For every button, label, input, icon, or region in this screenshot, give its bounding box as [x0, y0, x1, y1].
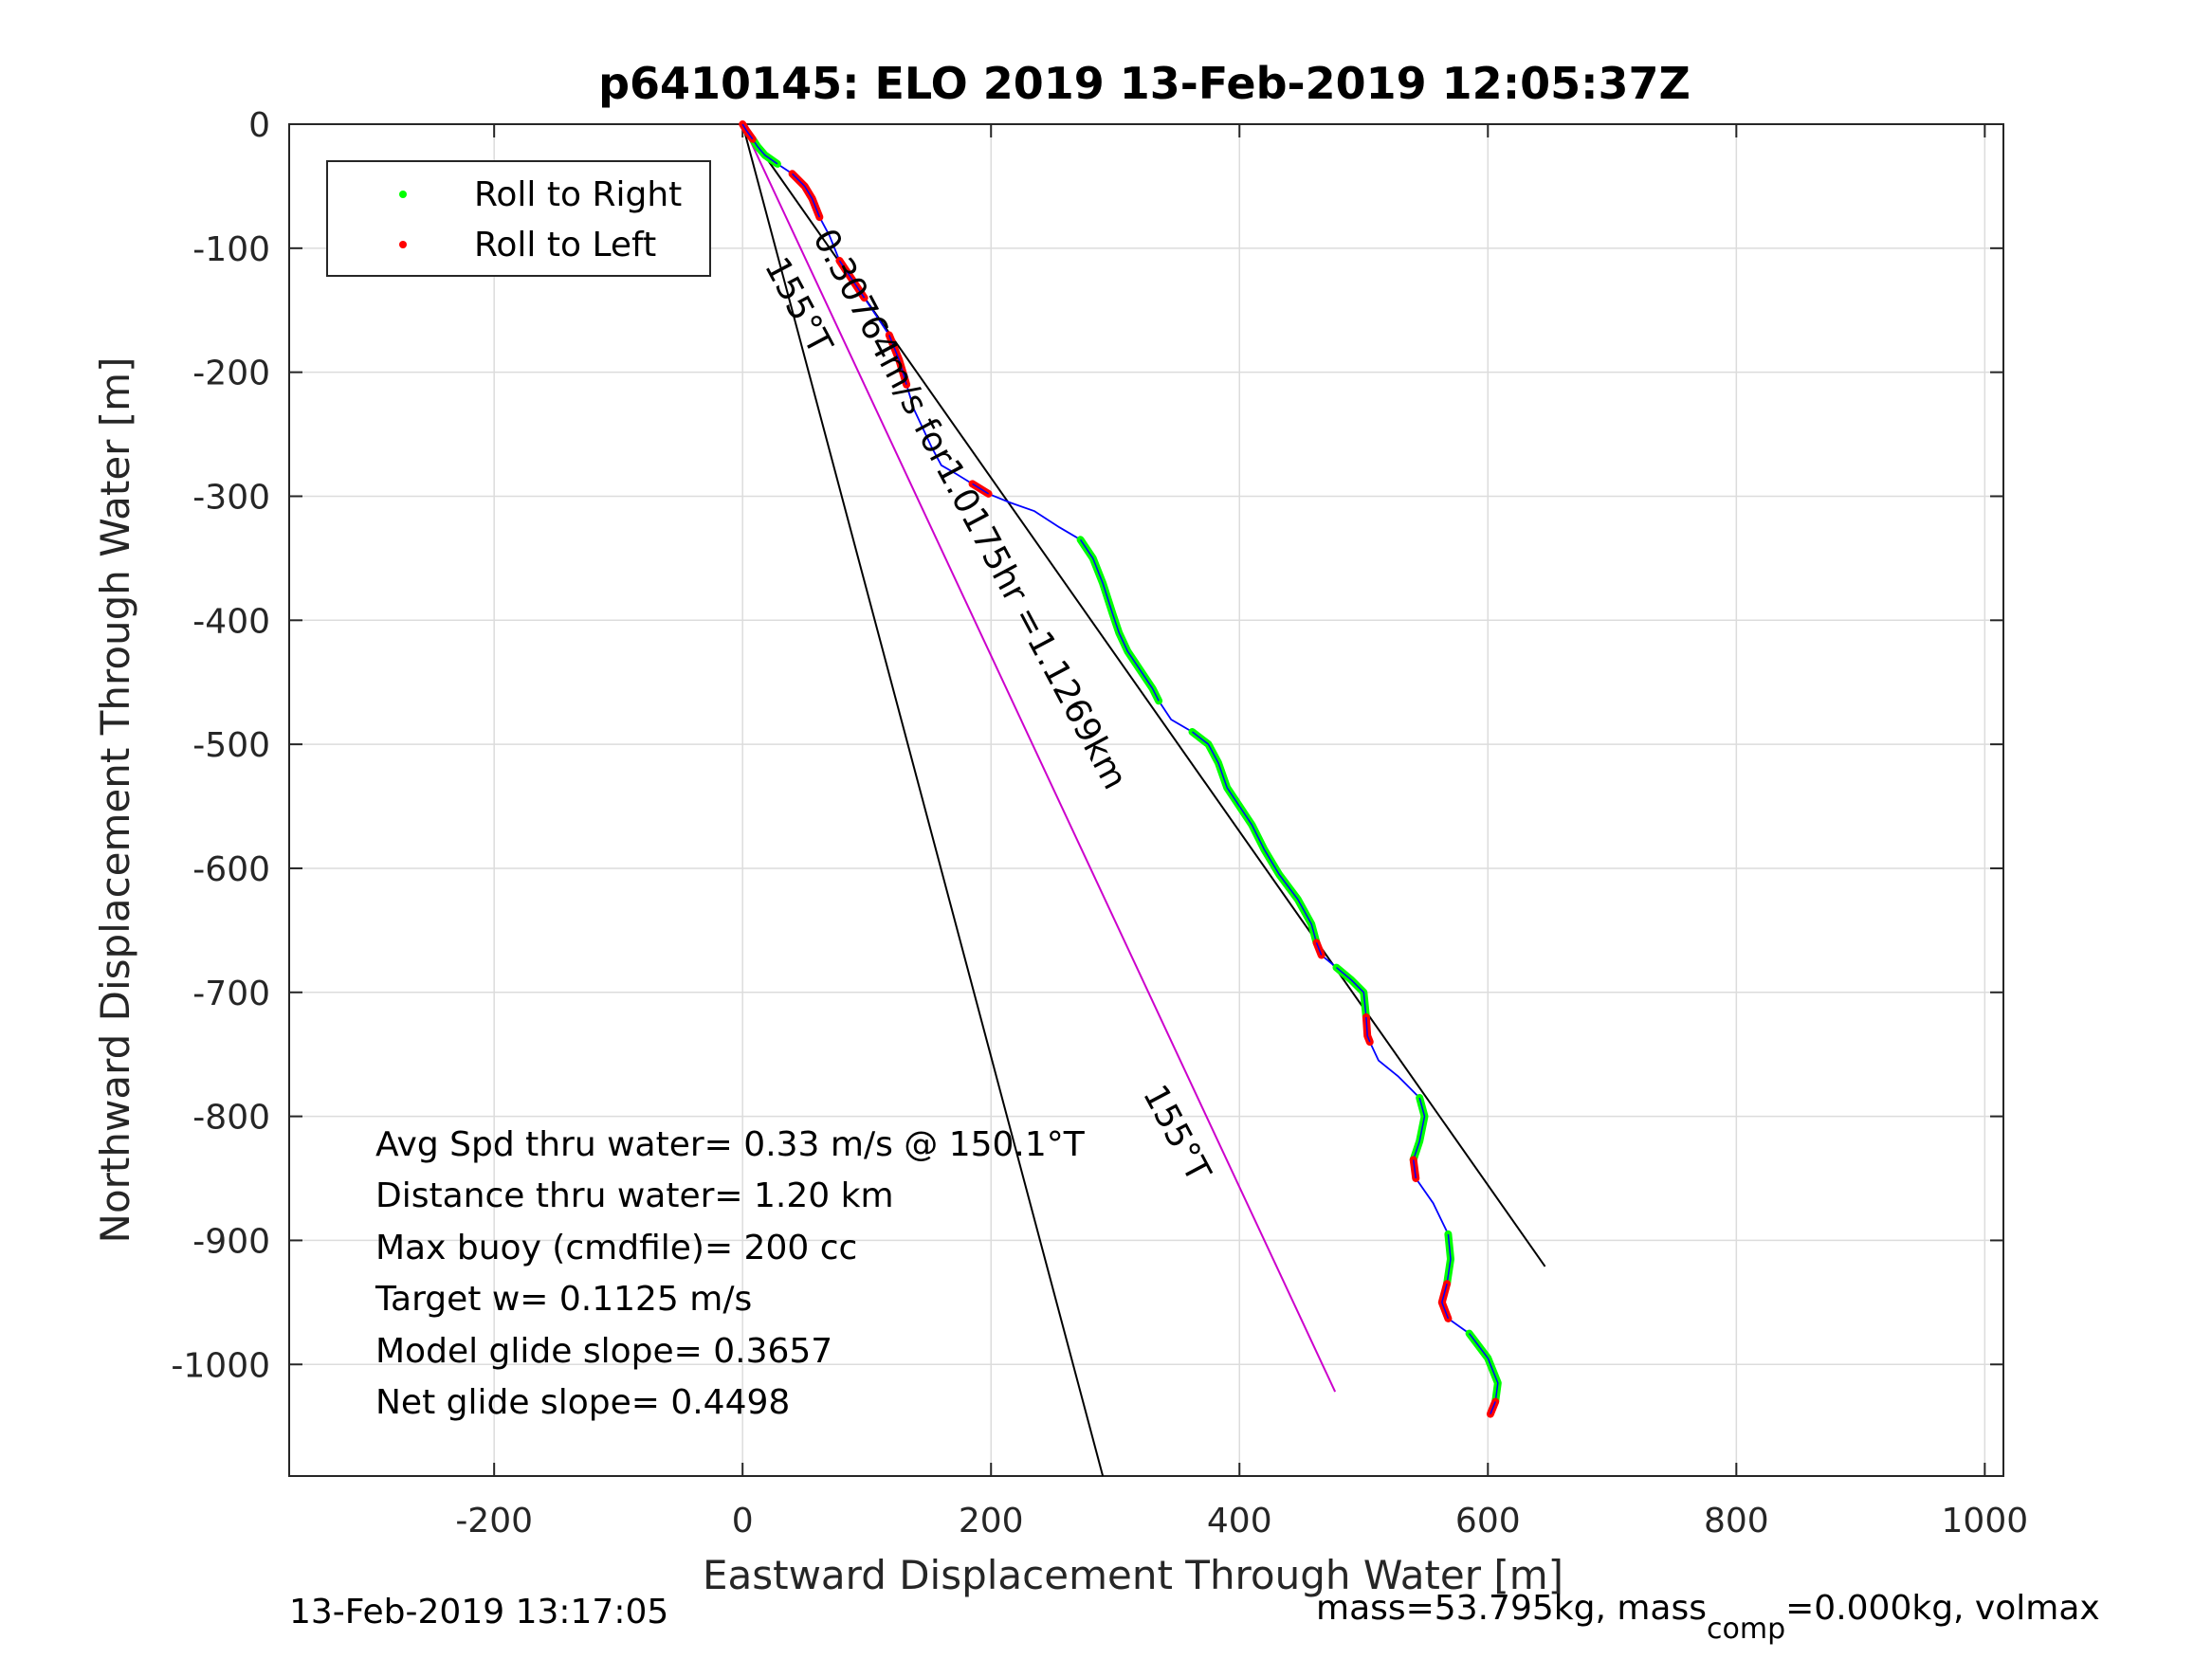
footer-mass-text: mass=53.795kg, mass: [1316, 1589, 1707, 1628]
y-tick-labels: 0 -100 -200 -300 -400 -500 -600 -700 -800 -900 -10…: [171, 106, 270, 1385]
y-tick-label: -500: [192, 726, 270, 765]
plot-area-frame: [288, 123, 2004, 1477]
roll-right-track-overlay: [1469, 1333, 1499, 1402]
legend-box: [326, 160, 711, 277]
roll-right-track-overlay: [1446, 1233, 1452, 1285]
y-tick-label: -900: [192, 1222, 270, 1261]
roll-left-track-overlay: [741, 123, 754, 140]
y-tick-label: -600: [192, 850, 270, 889]
footer-mass-text-2: =0.000kg, volmax: [1785, 1589, 2100, 1628]
stat-target-w: Target w= 0.1125 m/s: [375, 1280, 752, 1319]
y-tick-label: -400: [192, 602, 270, 641]
roll-left-track-overlay: [1365, 1016, 1371, 1043]
x-tick-label: 800: [1704, 1502, 1769, 1540]
x-tick-label: 0: [732, 1502, 754, 1540]
chart-title: p6410145: ELO 2019 13-Feb-2019 12:05:37Z: [598, 58, 1691, 109]
stat-max-buoy: Max buoy (cmdfile)= 200 cc: [375, 1229, 857, 1267]
legend-label-roll-left: Roll to Left: [474, 226, 656, 264]
roll-segments: [739, 120, 1502, 1418]
x-tick-label: 400: [1207, 1502, 1272, 1540]
x-tick-label: 200: [959, 1502, 1024, 1540]
stat-model-glide-slope: Model glide slope= 0.3657: [375, 1332, 832, 1371]
roll-right-track-overlay: [752, 138, 778, 165]
y-tick-label: -100: [192, 230, 270, 269]
roll-right-track-overlay: [1192, 731, 1318, 943]
roll-right-track-overlay: [1412, 1097, 1426, 1160]
axis-ticks: [289, 123, 2003, 1476]
roll-left-track-overlay: [792, 173, 821, 218]
reference-line-2: [741, 123, 1337, 1393]
stat-distance: Distance thru water= 1.20 km: [375, 1176, 894, 1215]
y-tick-label: -300: [192, 478, 270, 517]
y-tick-label: -700: [192, 975, 270, 1013]
legend: Roll to Right Roll to Left: [326, 160, 711, 277]
roll-left-track-overlay: [1490, 1401, 1496, 1414]
y-tick-label: -200: [192, 355, 270, 393]
roll-left-track-overlay: [1441, 1284, 1450, 1320]
x-axis-label: Eastward Displacement Through Water [m]: [703, 1552, 1563, 1598]
roll-left-track-overlay: [1315, 942, 1323, 956]
legend-label-roll-right: Roll to Right: [474, 175, 682, 214]
roll-left-track-overlay: [838, 260, 866, 299]
x-tick-label: 1000: [1942, 1502, 2029, 1540]
roll-left-track-overlay: [888, 335, 907, 385]
x-tick-labels: -200 0 200 400 600 800 1000: [455, 1502, 2028, 1540]
y-tick-label: 0: [248, 106, 270, 145]
stat-net-glide-slope: Net glide slope= 0.4498: [375, 1383, 790, 1422]
stat-avg-speed: Avg Spd thru water= 0.33 m/s @ 150.1°T: [375, 1125, 1086, 1164]
x-tick-label: -200: [455, 1502, 533, 1540]
y-tick-label: -800: [192, 1099, 270, 1138]
y-tick-label: -1000: [171, 1346, 270, 1385]
legend-marker-roll-right: [399, 191, 407, 198]
legend-marker-roll-left: [399, 241, 407, 248]
footer-mass-info: mass=53.795kg, masscomp=0.000kg, volmax: [1316, 1589, 2100, 1646]
roll-right-track-overlay: [1079, 538, 1160, 702]
stats-block: Avg Spd thru water= 0.33 m/s @ 150.1°T D…: [375, 1125, 1086, 1422]
y-axis-label: Northward Displacement Through Water [m]: [92, 357, 138, 1244]
roll-left-track-overlay: [1412, 1159, 1417, 1179]
reference-line-0: [741, 123, 1105, 1477]
footer-timestamp: 13-Feb-2019 13:17:05: [289, 1593, 668, 1632]
roll-left-track-overlay: [972, 483, 989, 495]
roll-right-track-overlay: [1336, 967, 1367, 1017]
footer-mass-subscript: comp: [1707, 1613, 1785, 1646]
x-tick-label: 600: [1455, 1502, 1521, 1540]
